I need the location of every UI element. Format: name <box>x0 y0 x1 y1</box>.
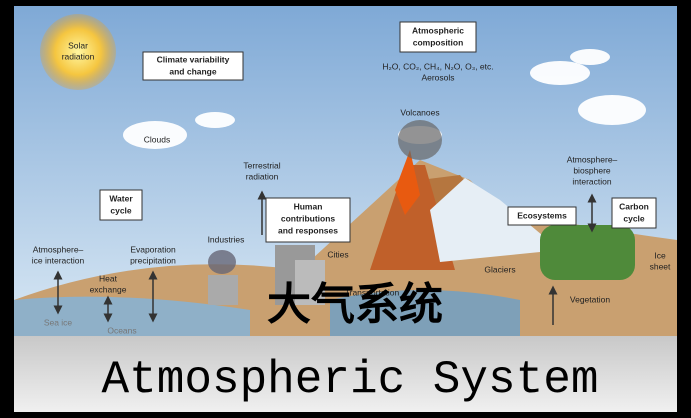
label: Cities <box>327 249 348 259</box>
label: Terrestrial <box>243 160 280 170</box>
label: H₂O, CO₂, CH₄, N₂O, O₃, etc. <box>382 61 493 71</box>
english-title: Atmospheric System <box>102 354 599 406</box>
label: and change <box>169 66 217 76</box>
label: ice interaction <box>32 255 85 265</box>
arrows <box>53 190 597 325</box>
label-boxes <box>99 21 657 243</box>
label: Volcanoes <box>400 107 439 117</box>
landscape <box>14 120 677 336</box>
label: Aerosols <box>421 72 454 82</box>
label: Climate variability <box>157 54 230 64</box>
label: Water <box>109 193 133 203</box>
label: Oceans <box>107 325 136 335</box>
label: Human <box>294 201 323 211</box>
label: Vegetation <box>570 294 610 304</box>
label: Evaporation <box>130 244 176 254</box>
sun <box>40 14 116 90</box>
label: Clouds <box>144 134 170 144</box>
chinese-title: 大气系统 <box>267 279 443 330</box>
label: Carbon <box>619 201 649 211</box>
label: and responses <box>278 225 338 235</box>
label: biosphere <box>573 165 611 175</box>
label: cycle <box>110 205 132 215</box>
label: Ice <box>654 250 666 260</box>
caption-band <box>14 336 677 412</box>
label: sheet <box>650 261 671 271</box>
label: Heat <box>99 273 118 283</box>
label: interaction <box>572 176 611 186</box>
label: Atmosphere– <box>567 154 618 164</box>
label: Sea ice <box>44 317 73 327</box>
labels: Solar radiation Climate variability and … <box>32 25 671 335</box>
label: composition <box>413 37 464 47</box>
label: contributions <box>281 213 336 223</box>
label: radiation <box>62 51 95 61</box>
label: Glaciers <box>484 264 515 274</box>
label: Ecosystems <box>517 210 567 220</box>
label: Atmosphere– <box>33 244 84 254</box>
label: Atmospheric <box>412 25 464 35</box>
label: exchange <box>90 284 127 294</box>
label: Solar <box>68 40 88 50</box>
label: radiation <box>246 171 279 181</box>
label: Industries <box>208 234 245 244</box>
label: precipitation <box>130 255 176 265</box>
label: cycle <box>623 213 645 223</box>
label: Transportation <box>345 287 400 297</box>
